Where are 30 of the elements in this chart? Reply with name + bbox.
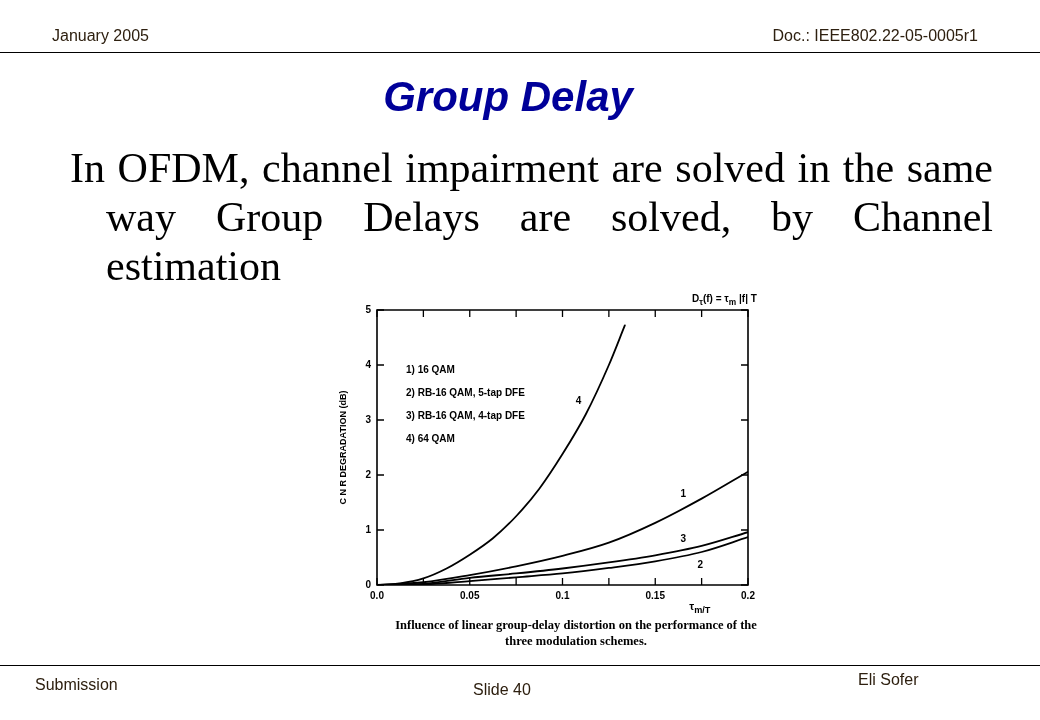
series-label: 4: [575, 395, 582, 407]
x-tick-label: 0.05: [460, 589, 480, 601]
series-label: 2: [697, 558, 704, 570]
series-label: 1: [680, 488, 687, 500]
annotation: 2) RB-16 QAM, 5-tap DFE: [406, 387, 525, 399]
text: Submission: [35, 676, 118, 693]
y-tick-label: 3: [365, 413, 372, 425]
y-tick-label: 2: [365, 468, 372, 480]
chart-title: Group Delay: [382, 73, 636, 120]
x-tick-label: 0.15: [645, 589, 666, 601]
y-tick-label: 5: [365, 303, 372, 315]
x-tick-label: 0.2: [741, 589, 756, 601]
annotation: 1) 16 QAM: [406, 364, 455, 376]
y-tick-label: 1: [365, 523, 372, 535]
y-tick-label: 0: [365, 578, 372, 590]
text: D$_{τ}$(f) = τ$_{m}$ |f| T: [692, 293, 757, 308]
series-label: 3: [680, 532, 687, 544]
text: Slide 40: [473, 681, 531, 698]
annotation: 4) 64 QAM: [406, 433, 455, 445]
x-axis-title: τ$_{m/T}$: [689, 600, 711, 617]
text: January 2005: [52, 27, 149, 44]
text: Doc.: IEEE802.22-05-0005r1: [772, 27, 978, 44]
x-tick-label: 0.1: [555, 589, 570, 601]
x-tick-label: 0.0: [370, 589, 385, 601]
text: Influence of linear group-delay distortion on the performance of the three modulation schemes.: [394, 617, 758, 649]
y-tick-label: 4: [365, 358, 372, 370]
annotation: 3) RB-16 QAM, 4-tap DFE: [406, 410, 525, 422]
y-axis-title: C N R DEGRADATION (dB): [337, 390, 348, 505]
text: Eli Sofer: [858, 671, 919, 688]
chart-subtitle: In OFDM, channel impairment are solved in the same way Group Delays are solved, by Channel estimation: [70, 144, 993, 291]
